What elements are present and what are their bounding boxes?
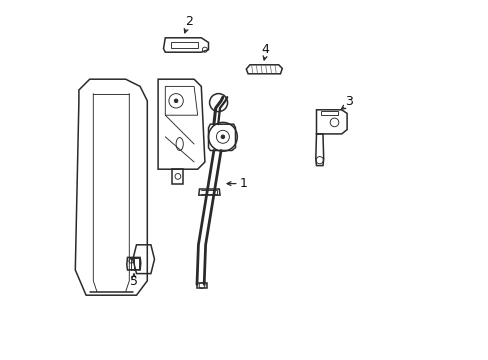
Text: 1: 1 bbox=[239, 177, 247, 190]
Text: 2: 2 bbox=[184, 15, 192, 28]
Text: 3: 3 bbox=[344, 95, 352, 108]
Circle shape bbox=[221, 135, 224, 139]
Text: 4: 4 bbox=[261, 43, 269, 56]
Circle shape bbox=[174, 99, 178, 103]
Text: 5: 5 bbox=[130, 275, 138, 288]
